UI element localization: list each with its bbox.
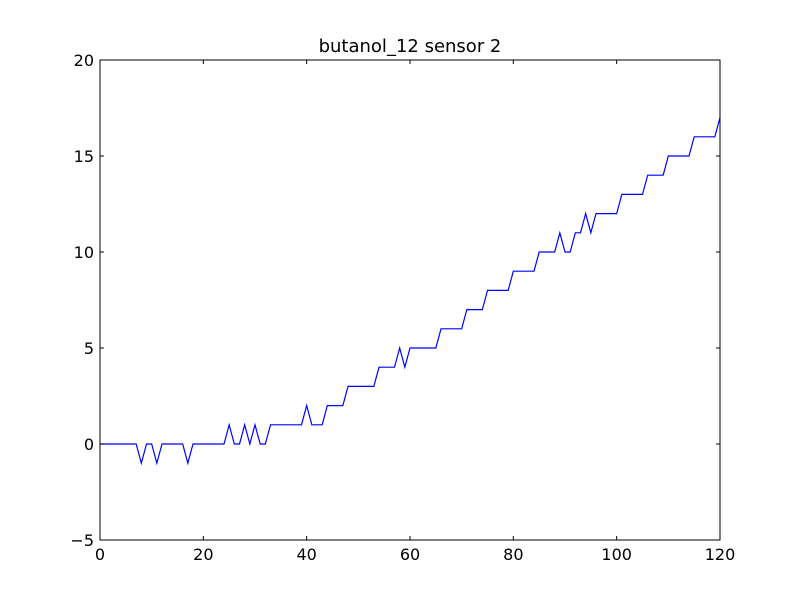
x-tick-label: 100	[601, 545, 632, 564]
y-tick-label: 5	[84, 339, 94, 358]
chart-title: butanol_12 sensor 2	[319, 36, 502, 57]
x-tick-label: 120	[705, 545, 736, 564]
y-tick-label: 20	[74, 51, 94, 70]
y-tick-label: −5	[70, 531, 94, 550]
x-tick-label: 60	[400, 545, 420, 564]
y-tick-label: 10	[74, 243, 94, 262]
x-tick-label: 40	[296, 545, 316, 564]
y-tick-label: 15	[74, 147, 94, 166]
x-tick-label: 0	[95, 545, 105, 564]
x-tick-label: 80	[503, 545, 523, 564]
x-tick-label: 20	[193, 545, 213, 564]
series-layer	[100, 117, 721, 466]
y-tick-label: 0	[84, 435, 94, 454]
plot-area	[100, 60, 720, 540]
series-line	[100, 117, 721, 466]
plot-frame	[99, 59, 721, 541]
